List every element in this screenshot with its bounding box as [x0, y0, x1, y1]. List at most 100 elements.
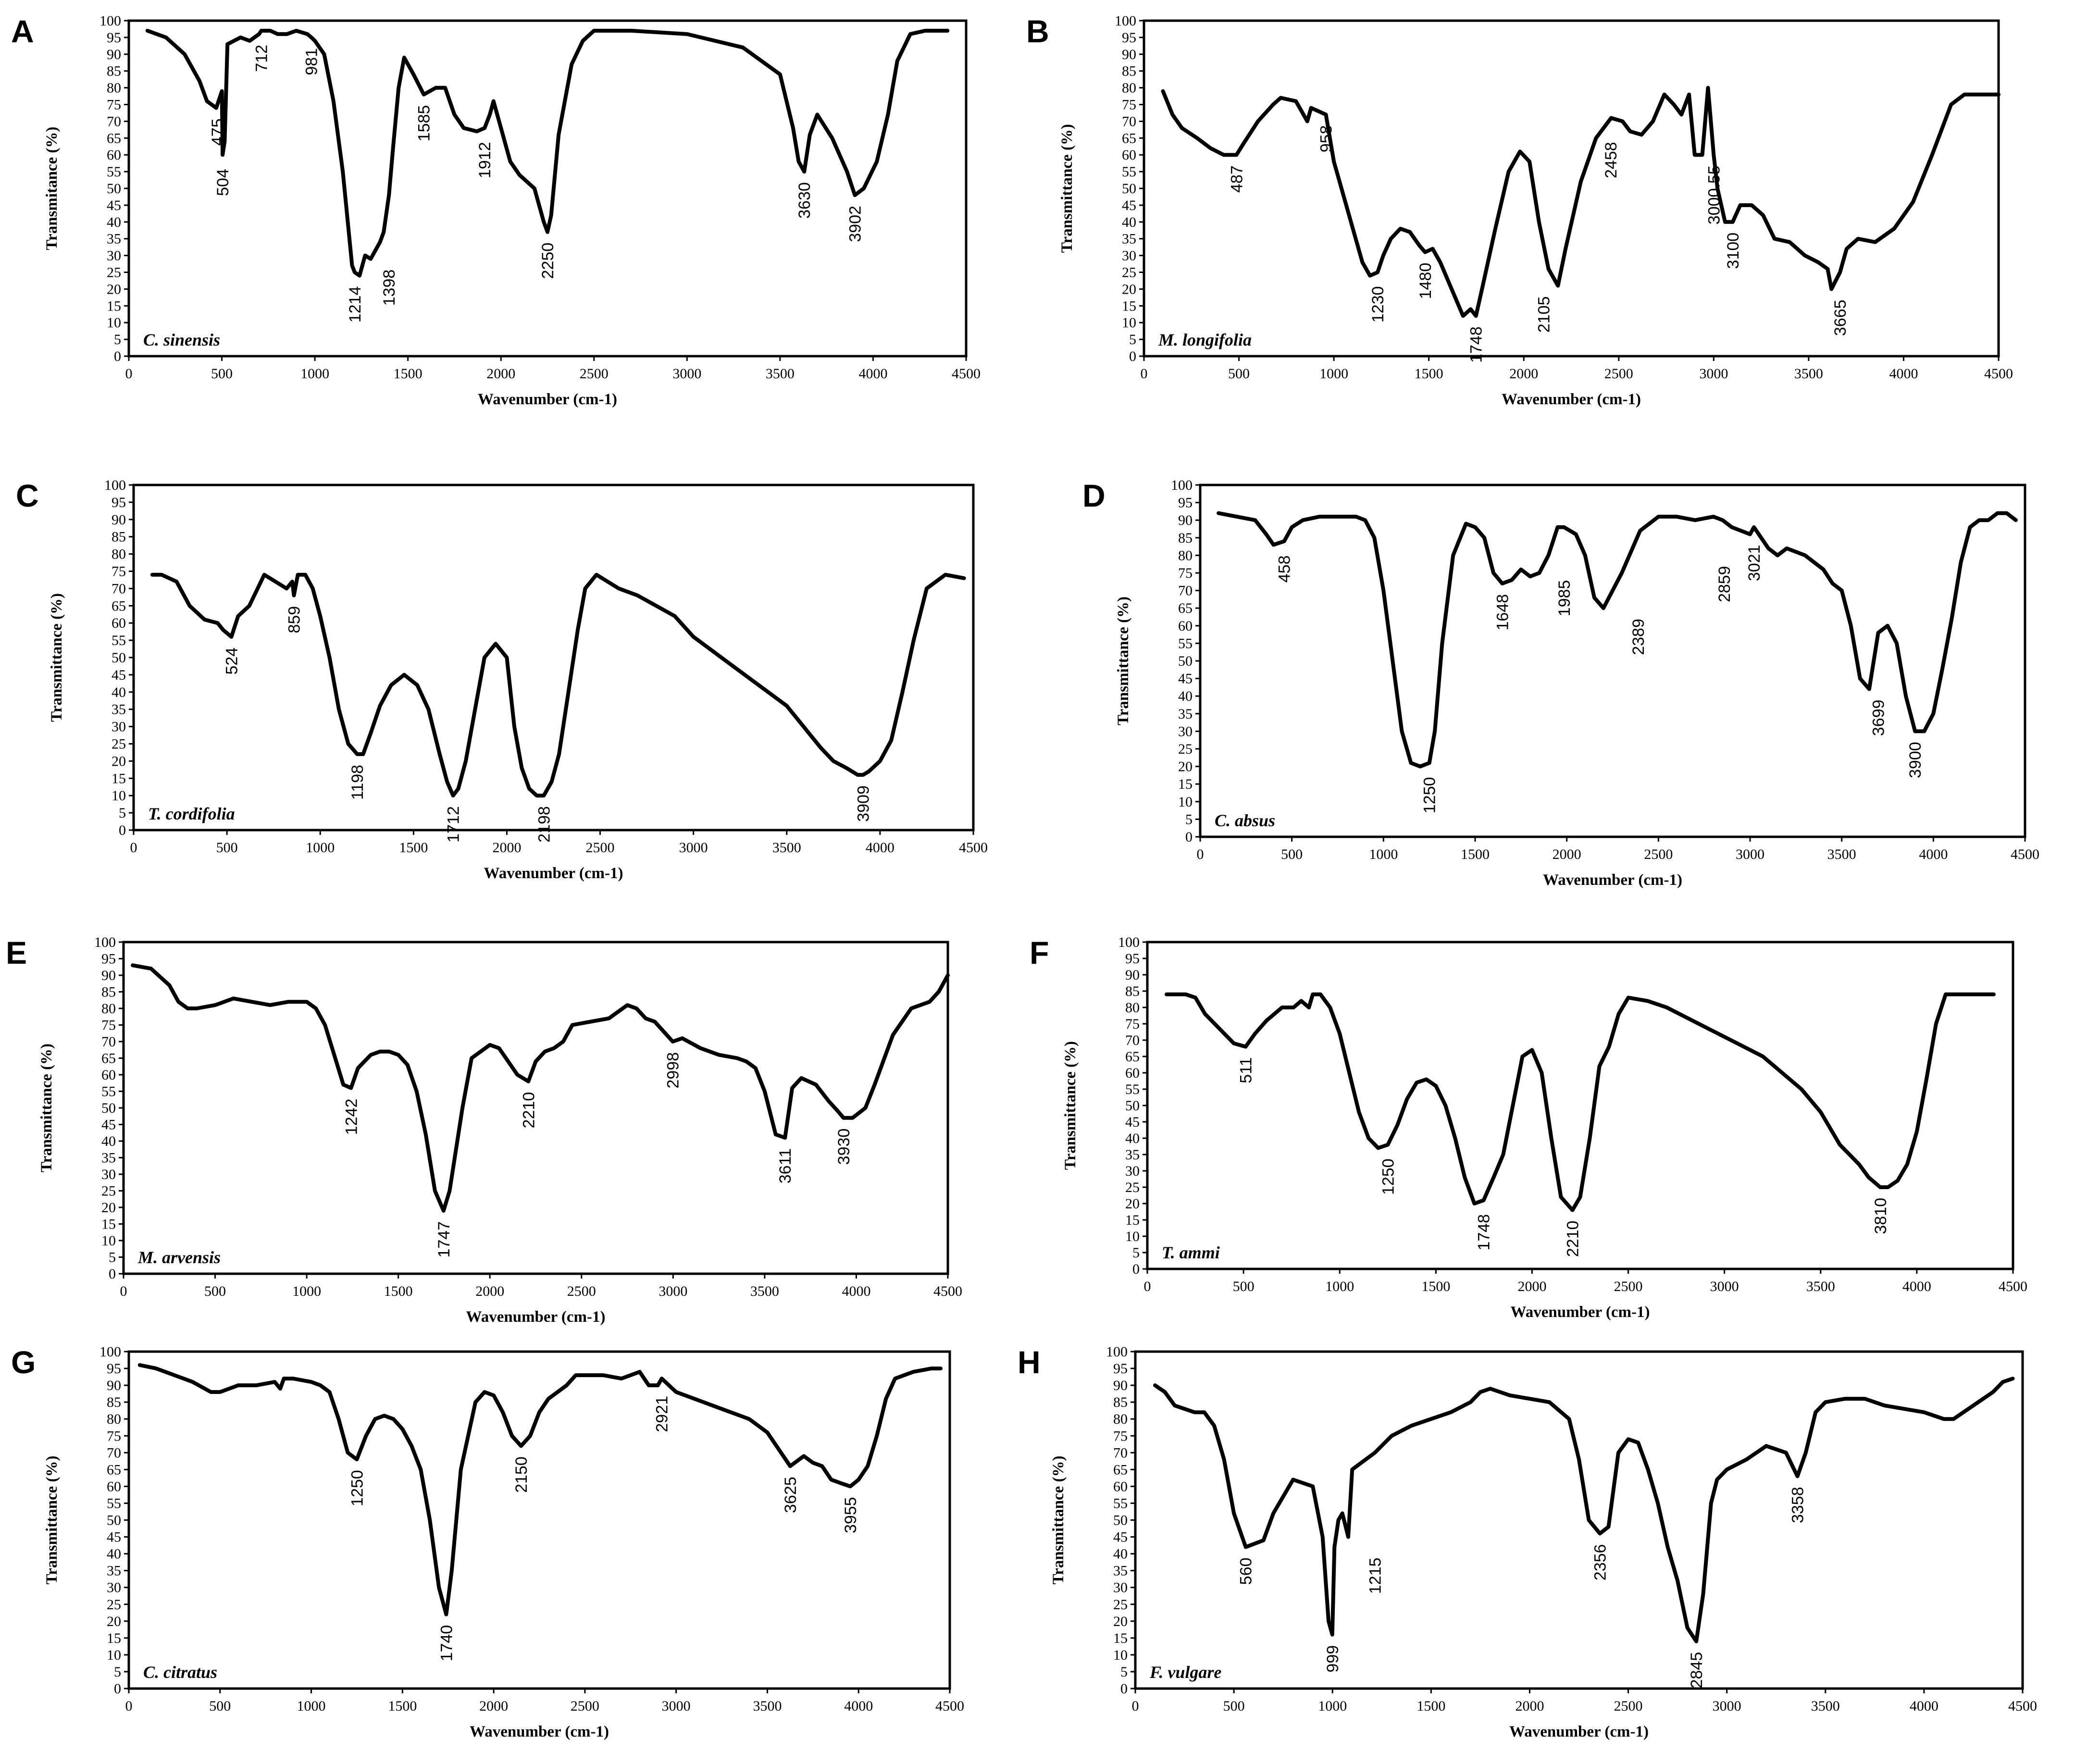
- x-tick-label: 500: [1228, 366, 1250, 382]
- y-tick-label: 70: [1178, 583, 1193, 599]
- species-label: C. citratus: [143, 1663, 217, 1682]
- species-label: M. longifolia: [1158, 330, 1252, 349]
- y-tick-label: 0: [114, 1681, 121, 1697]
- peak-label: 1214: [346, 286, 364, 323]
- x-tick-label: 0: [1197, 846, 1204, 862]
- y-tick-label: 40: [1125, 1130, 1140, 1146]
- peak-label: 1648: [1493, 594, 1512, 631]
- y-tick-label: 45: [1125, 1114, 1140, 1130]
- y-tick-label: 55: [1125, 1081, 1140, 1097]
- x-tick-label: 4000: [844, 1698, 873, 1714]
- peak-label: 1230: [1369, 286, 1387, 323]
- x-tick-label: 3500: [766, 366, 795, 382]
- x-tick-label: 0: [1141, 366, 1148, 382]
- y-tick-label: 20: [1113, 1614, 1128, 1629]
- y-tick-label: 60: [1178, 618, 1193, 634]
- peak-label: 3902: [846, 206, 865, 242]
- y-tick-label: 85: [107, 1394, 121, 1410]
- y-tick-label: 30: [1122, 248, 1136, 264]
- y-tick-label: 15: [1178, 776, 1193, 792]
- x-tick-label: 0: [1132, 1698, 1139, 1714]
- x-tick-label: 4500: [2008, 1698, 2037, 1714]
- y-tick-label: 100: [94, 934, 116, 950]
- y-tick-label: 100: [99, 13, 121, 29]
- x-tick-label: 2500: [1604, 366, 1633, 382]
- y-tick-label: 70: [107, 1445, 121, 1461]
- plot-frame: [1143, 19, 2000, 358]
- y-tick-label: 30: [1125, 1163, 1140, 1179]
- y-tick-label: 65: [107, 1462, 121, 1478]
- y-tick-label: 50: [107, 1513, 121, 1528]
- y-tick-label: 65: [1125, 1049, 1140, 1065]
- peak-label: 3358: [1789, 1487, 1807, 1523]
- spectrum-line: [1217, 511, 2018, 769]
- y-tick-label: 35: [101, 1150, 116, 1166]
- y-tick-label: 25: [1125, 1180, 1140, 1195]
- y-axis-title: Transmittance (%): [48, 593, 65, 722]
- y-tick-label: 80: [107, 1411, 121, 1427]
- y-tick-label: 30: [107, 248, 121, 264]
- peak-label: 2921: [653, 1396, 671, 1432]
- y-tick-label: 80: [101, 1001, 116, 1017]
- peak-label: 3955: [842, 1497, 860, 1533]
- peak-label: 1747: [435, 1221, 453, 1258]
- panel-letter: H: [1018, 1344, 1041, 1380]
- y-tick-label: 0: [1185, 829, 1193, 845]
- x-tick-label: 1000: [306, 840, 335, 856]
- y-axis-title: Transmittance (%): [1058, 124, 1076, 253]
- y-tick-label: 85: [1125, 983, 1140, 999]
- y-tick-label: 100: [1115, 13, 1136, 29]
- y-tick-label: 70: [1122, 113, 1136, 129]
- y-tick-label: 75: [1122, 97, 1136, 113]
- y-tick-label: 100: [1171, 477, 1193, 493]
- peak-label: 524: [223, 647, 241, 675]
- y-tick-label: 0: [119, 822, 126, 838]
- panel-letter: D: [1082, 478, 1106, 513]
- peak-label: 1985: [1555, 580, 1574, 617]
- x-tick-label: 1000: [300, 366, 329, 382]
- x-tick-label: 3000: [662, 1698, 691, 1714]
- y-tick-label: 10: [1122, 315, 1136, 331]
- x-tick-label: 0: [120, 1283, 127, 1299]
- x-tick-label: 1500: [384, 1283, 413, 1299]
- x-tick-label: 2000: [1553, 846, 1581, 862]
- y-tick-label: 85: [112, 529, 126, 545]
- x-tick-label: 4000: [1902, 1279, 1931, 1294]
- peak-label: 999: [1324, 1645, 1342, 1673]
- y-tick-label: 50: [101, 1100, 116, 1116]
- peak-label: 3810: [1872, 1198, 1890, 1234]
- peak-label: 3699: [1870, 700, 1888, 736]
- peak-label: 3900: [1906, 742, 1925, 778]
- x-tick-label: 2500: [586, 840, 615, 856]
- panel-letter: C: [16, 478, 39, 513]
- y-tick-label: 15: [1125, 1212, 1140, 1228]
- y-tick-label: 80: [1122, 80, 1136, 96]
- spectrum-line: [131, 963, 950, 1213]
- y-tick-label: 65: [101, 1051, 116, 1067]
- x-axis-title: Wavenumber (cm-1): [478, 391, 617, 408]
- peak-label: 3625: [782, 1477, 800, 1513]
- y-tick-label: 70: [101, 1034, 116, 1050]
- panel-H: H051015202530354045505560657075808590951…: [1018, 1344, 2037, 1740]
- y-tick-label: 30: [112, 719, 126, 735]
- x-tick-label: 2500: [1614, 1698, 1643, 1714]
- peak-label: 981: [303, 48, 321, 75]
- x-axis-title: Wavenumber (cm-1): [470, 1723, 609, 1740]
- y-tick-label: 25: [1178, 741, 1193, 757]
- plot-frame: [1134, 1350, 2024, 1690]
- x-tick-label: 500: [1223, 1698, 1245, 1714]
- species-label: F. vulgare: [1149, 1663, 1221, 1682]
- x-axis-title: Wavenumber (cm-1): [1511, 1304, 1650, 1321]
- y-tick-label: 25: [1122, 265, 1136, 281]
- x-tick-label: 1500: [1461, 846, 1490, 862]
- peak-label: 1712: [445, 806, 463, 843]
- y-tick-label: 10: [101, 1233, 116, 1249]
- y-tick-label: 90: [1125, 967, 1140, 983]
- y-tick-label: 95: [1125, 951, 1140, 967]
- spectrum-line: [145, 28, 950, 278]
- y-tick-label: 95: [1113, 1361, 1128, 1377]
- y-tick-label: 35: [112, 702, 126, 718]
- x-tick-label: 0: [125, 366, 133, 382]
- y-tick-label: 40: [1178, 688, 1193, 704]
